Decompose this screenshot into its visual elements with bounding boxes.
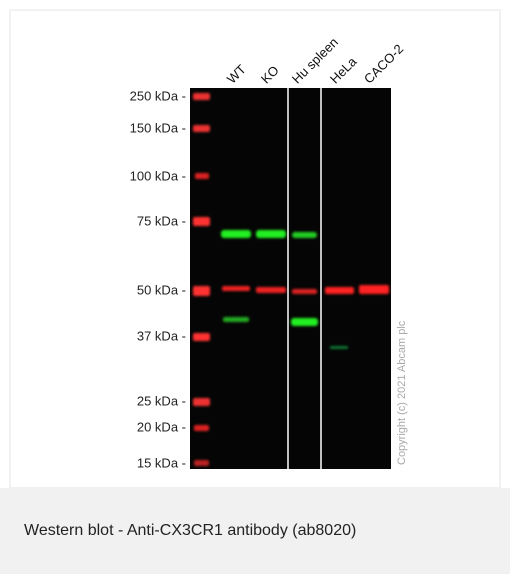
marker-label: 37 kDa -	[137, 328, 186, 343]
caption-panel	[0, 488, 510, 574]
marker-label: 15 kDa -	[137, 455, 186, 470]
marker-label: 25 kDa -	[137, 393, 186, 408]
marker-label: 75 kDa -	[137, 213, 186, 228]
marker-label: 100 kDa -	[130, 168, 186, 183]
copyright: Copyright (c) 2021 Abcam plc	[396, 320, 408, 465]
marker-label: 250 kDa -	[130, 88, 186, 103]
blot	[190, 88, 391, 469]
caption: Western blot - Anti-CX3CR1 antibody (ab8…	[24, 522, 356, 539]
marker-label: 20 kDa -	[137, 419, 186, 434]
marker-label: 150 kDa -	[130, 120, 186, 135]
markers: 250 kDa - 150 kDa - 100 kDa - 75 kDa - 50 kD…	[130, 88, 186, 470]
marker-label: 50 kDa -	[137, 282, 186, 297]
